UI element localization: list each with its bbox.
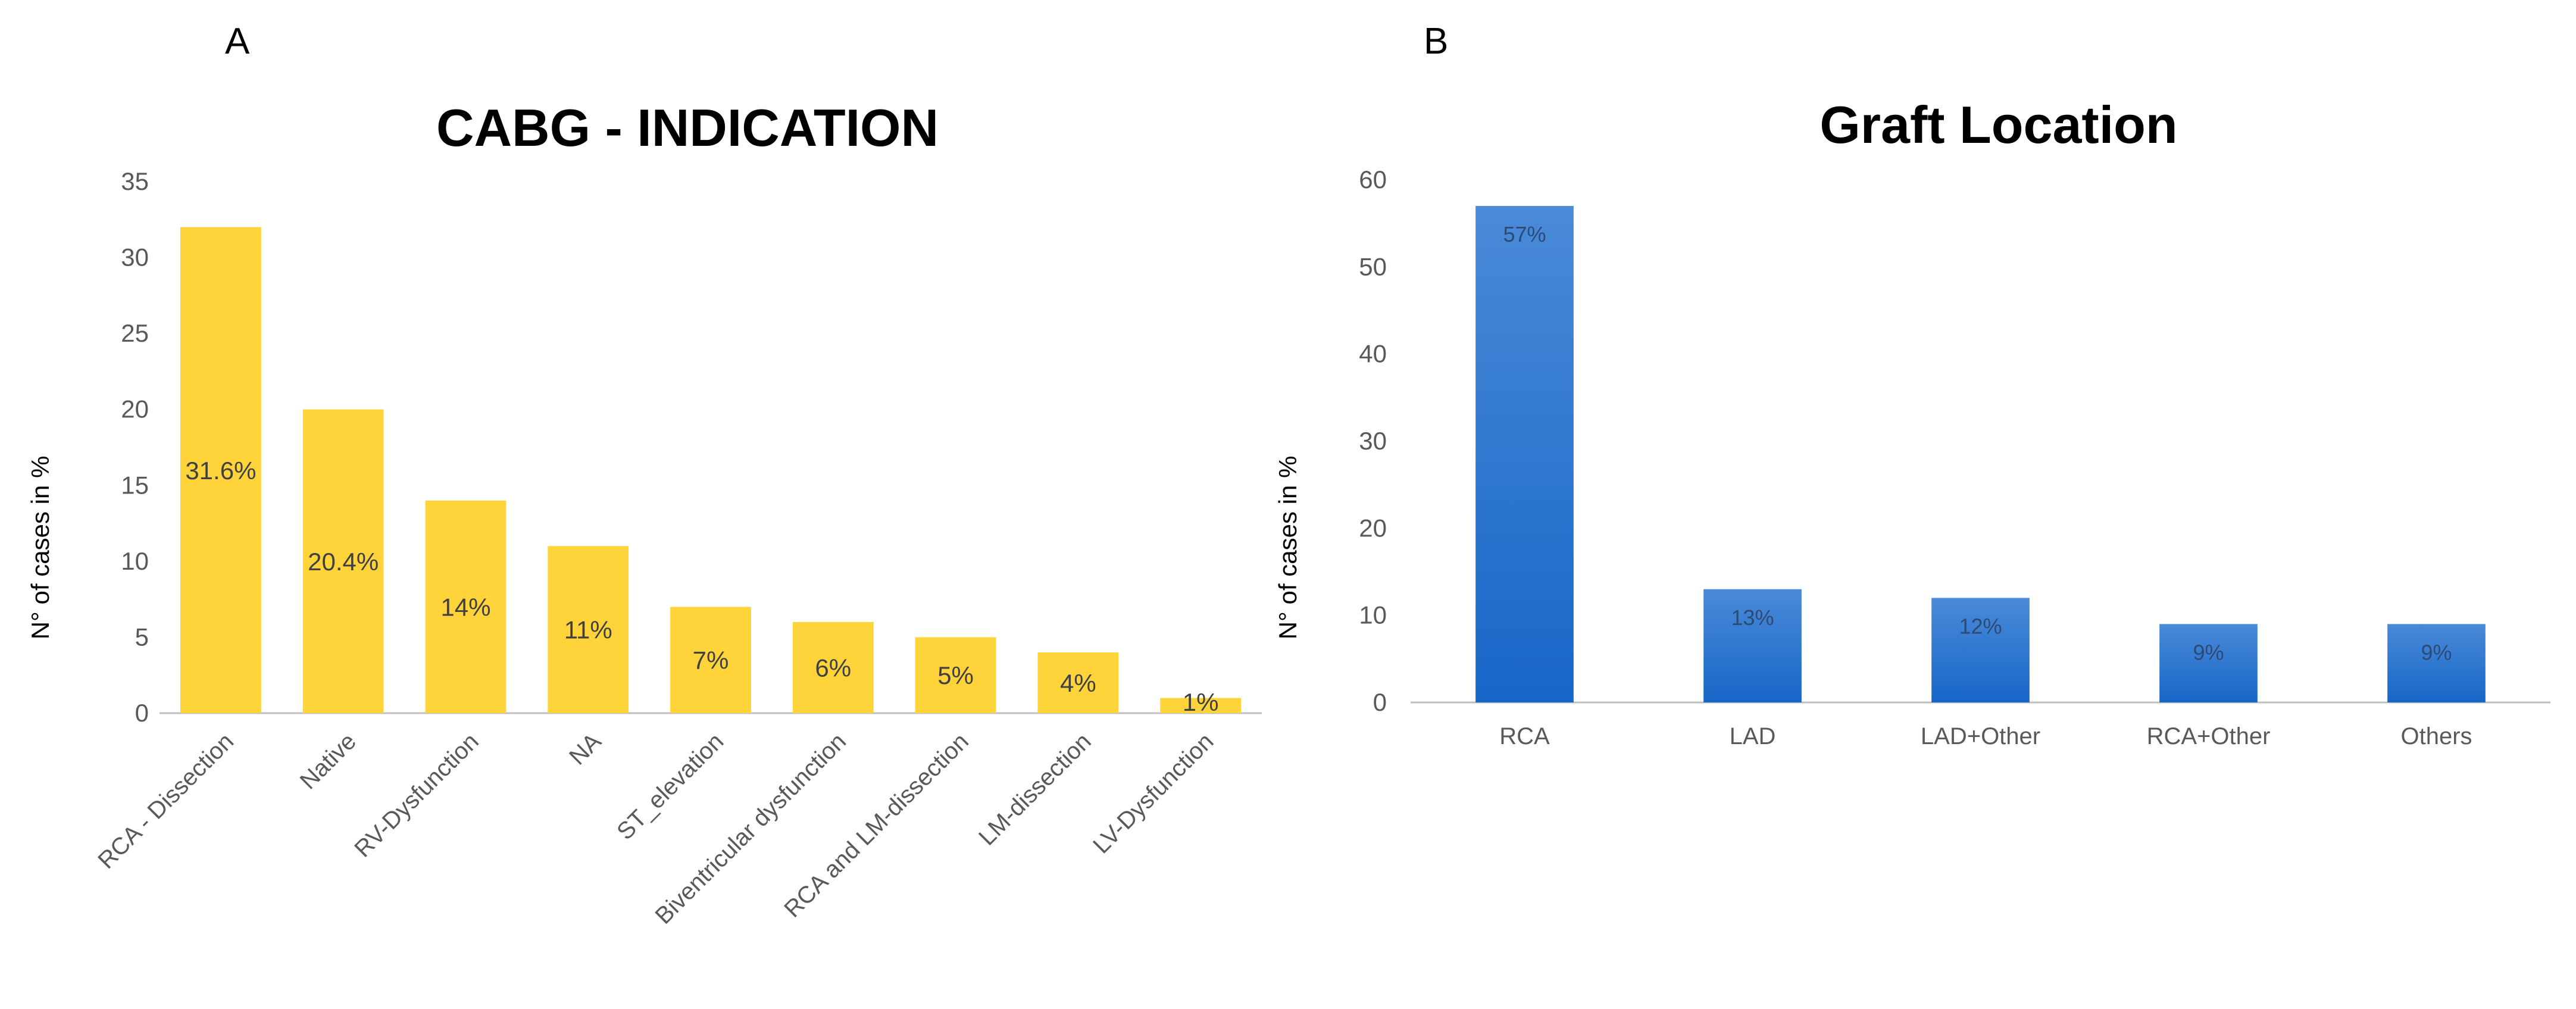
data-label: 57%: [1503, 222, 1546, 246]
x-tick-label: RCA: [1499, 723, 1550, 749]
x-tick-label: LAD: [1730, 723, 1776, 749]
bar: [2159, 624, 2258, 702]
x-tick-label: LV-Dysfunction: [1088, 728, 1218, 858]
y-axis-b: 0 10 20 30 40 50 60: [1359, 165, 1387, 716]
bar: [180, 227, 261, 713]
y-tick-label: 10: [1359, 601, 1387, 629]
y-axis-label-b: N° of cases in %: [1274, 456, 1302, 640]
bars-a: [180, 227, 1242, 713]
data-label: 5%: [937, 661, 974, 689]
y-tick-label: 20: [121, 395, 149, 423]
bars-b: [1475, 205, 2486, 702]
y-tick-label: 20: [1359, 514, 1387, 542]
chart-title-a: CABG - INDICATION: [436, 98, 939, 157]
y-tick-label: 50: [1359, 252, 1387, 280]
chart-panel-b: B Graft Location N° of cases in % 0 10 20 3…: [1274, 21, 2550, 749]
x-tick-label: Native: [295, 728, 361, 794]
data-label: 14%: [440, 593, 490, 621]
data-label: 31.6%: [185, 457, 256, 485]
data-label: 1%: [1183, 688, 1219, 716]
y-axis-label-a: N° of cases in %: [26, 456, 54, 640]
x-tick-label: ST_elevation: [612, 728, 729, 845]
data-label: 6%: [815, 654, 851, 682]
data-label: 20.4%: [308, 548, 379, 576]
y-tick-label: 25: [121, 319, 149, 347]
x-tick-label: RCA+Other: [2147, 723, 2271, 749]
y-tick-label: 30: [121, 243, 149, 271]
bar: [670, 607, 751, 713]
y-tick-label: 60: [1359, 165, 1387, 193]
data-labels-b: 57% 13% 12% 9% 9%: [1503, 222, 2452, 664]
x-tick-label: RV-Dysfunction: [349, 728, 484, 863]
data-label: 12%: [1959, 614, 2002, 638]
y-tick-label: 35: [121, 167, 149, 195]
bar: [2387, 624, 2486, 702]
x-axis-b: RCA LAD LAD+Other RCA+Other Others: [1499, 723, 2472, 749]
y-tick-label: 40: [1359, 340, 1387, 368]
y-axis-a: 0 5 10 15 20 25 30 35: [121, 167, 149, 727]
y-tick-label: 0: [135, 699, 149, 727]
chart-title-b: Graft Location: [1820, 95, 2177, 154]
bar: [1037, 652, 1119, 713]
bar: [1703, 589, 1802, 702]
y-tick-label: 15: [121, 471, 149, 499]
data-label: 11%: [564, 616, 612, 644]
data-label: 9%: [2193, 640, 2224, 664]
bar: [1475, 205, 1574, 702]
chart-panel-a: A CABG - INDICATION N° of cases in % 0 5 1…: [26, 21, 1262, 929]
y-tick-label: 0: [1373, 688, 1387, 716]
panel-letter-b: B: [1424, 21, 1448, 62]
data-label: 9%: [2421, 640, 2452, 664]
x-tick-label: LM-dissection: [974, 728, 1096, 851]
x-tick-label: Others: [2400, 723, 2472, 749]
y-tick-label: 10: [121, 547, 149, 575]
x-tick-label: RCA - Dissection: [93, 728, 239, 874]
bar: [425, 500, 507, 713]
bar: [915, 637, 996, 713]
x-tick-label: LAD+Other: [1921, 723, 2040, 749]
y-tick-label: 30: [1359, 427, 1387, 455]
bar: [792, 621, 874, 713]
bar: [548, 546, 629, 713]
bar: [302, 409, 384, 713]
x-tick-label: NA: [564, 728, 607, 770]
data-label: 4%: [1060, 669, 1096, 697]
bar: [1931, 598, 2030, 702]
data-label: 7%: [693, 646, 729, 674]
bar: [1160, 698, 1242, 713]
data-labels-a: 31.6% 20.4% 14% 11% 7% 6% 5% 4% 1%: [185, 457, 1218, 716]
data-label: 13%: [1731, 605, 1774, 630]
panel-letter-a: A: [225, 21, 250, 62]
y-tick-label: 5: [135, 623, 149, 651]
